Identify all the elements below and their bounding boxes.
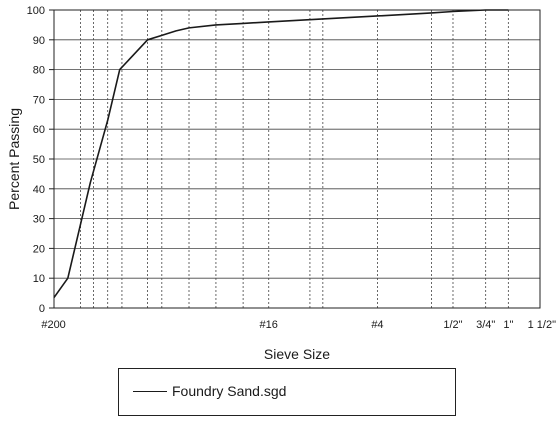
y-tick-label-50: 50 bbox=[33, 154, 45, 166]
x-tick-label-1: #16 bbox=[260, 319, 278, 331]
legend-line-swatch bbox=[133, 391, 167, 392]
x-tick-label-3: 1/2" bbox=[443, 319, 462, 331]
legend-label: Foundry Sand.sgd bbox=[172, 383, 287, 399]
y-tick-label-90: 90 bbox=[33, 35, 45, 47]
y-tick-label-20: 20 bbox=[33, 243, 45, 255]
x-tick-label-5: 1" bbox=[503, 319, 513, 331]
y-axis-ticks: 0 10 20 30 40 50 60 70 80 90 100 bbox=[27, 5, 54, 315]
x-tick-label-6: 1 1/2" bbox=[528, 319, 556, 331]
y-tick-label-70: 70 bbox=[33, 94, 45, 106]
x-tick-label-2: #4 bbox=[371, 319, 383, 331]
horizontal-gridlines bbox=[54, 9, 540, 309]
y-tick-label-60: 60 bbox=[33, 124, 45, 136]
x-tick-label-0: #200 bbox=[41, 319, 65, 331]
y-tick-label-100: 100 bbox=[27, 5, 45, 17]
y-tick-label-40: 40 bbox=[33, 184, 45, 196]
y-tick-label-0: 0 bbox=[39, 303, 45, 315]
y-tick-label-10: 10 bbox=[33, 273, 45, 285]
y-tick-label-80: 80 bbox=[33, 65, 45, 77]
x-axis-title: Sieve Size bbox=[264, 346, 330, 362]
y-axis-title: Percent Passing bbox=[6, 108, 22, 210]
legend: Foundry Sand.sgd bbox=[118, 368, 456, 416]
y-tick-label-30: 30 bbox=[33, 214, 45, 226]
series-line-0 bbox=[53, 9, 509, 299]
series-group bbox=[53, 9, 509, 299]
x-tick-label-4: 3/4" bbox=[476, 319, 495, 331]
x-axis-ticks: #200 #16 #4 1/2" 3/4" 1" 1 1/2" bbox=[41, 319, 556, 331]
